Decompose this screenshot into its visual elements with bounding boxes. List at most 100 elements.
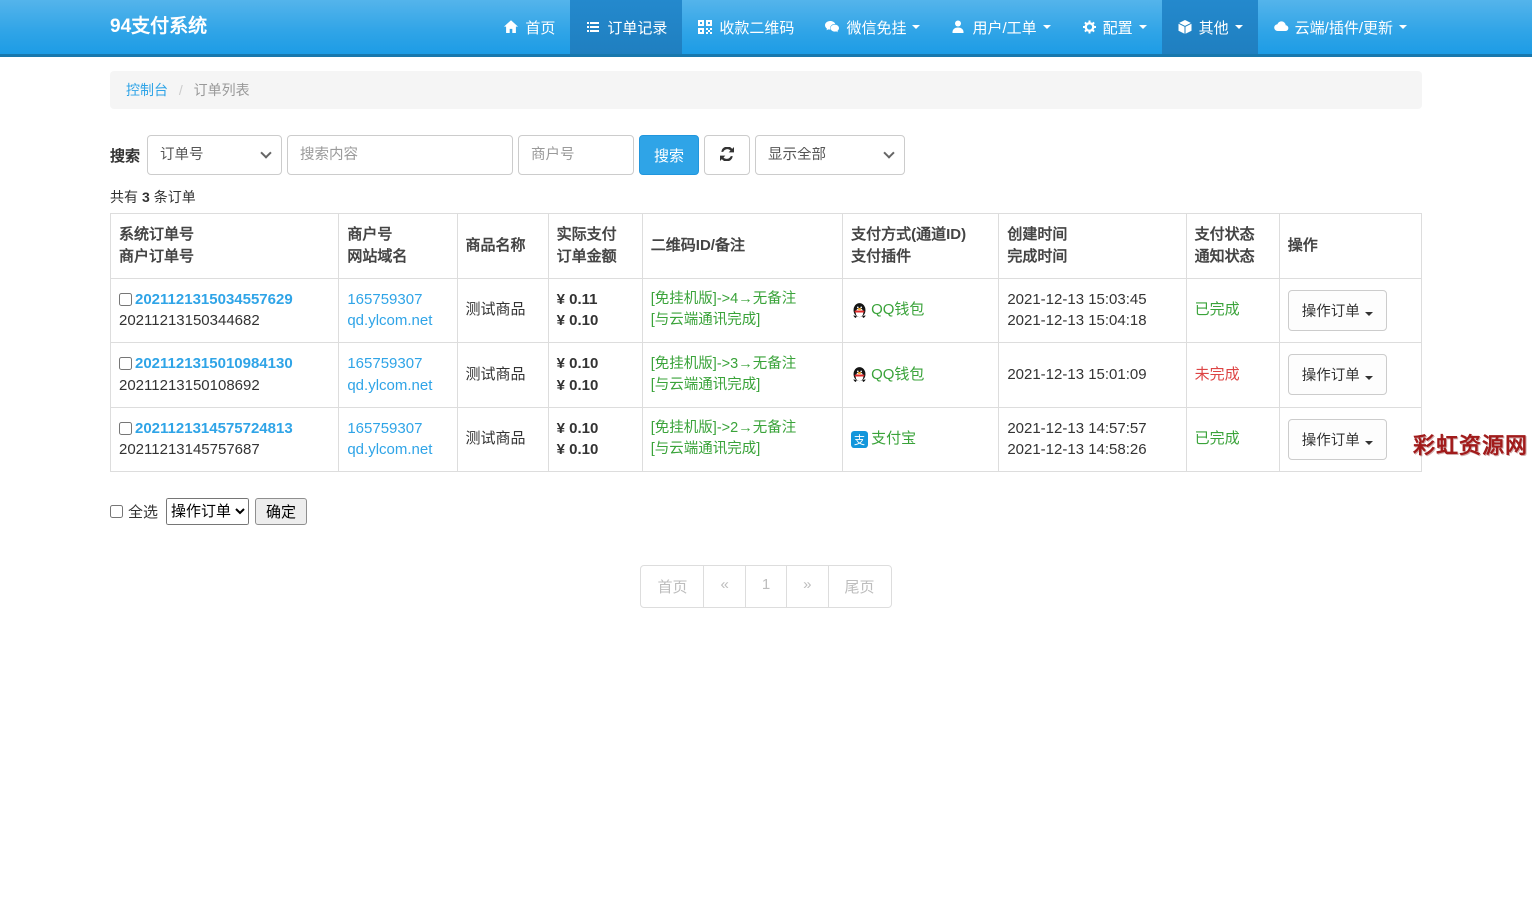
refresh-button[interactable] — [704, 135, 751, 175]
order-count-summary: 共有 3 条订单 — [110, 189, 196, 205]
nav-item-order-records[interactable]: 订单记录 — [570, 0, 683, 54]
pagination-prev[interactable]: « — [703, 565, 746, 608]
chevron-down-icon — [1138, 25, 1147, 29]
merchant-id-input[interactable] — [518, 135, 635, 175]
chevron-down-icon — [1364, 440, 1373, 445]
alipay-icon: 支 — [851, 430, 869, 448]
bulk-action-select[interactable]: 操作订单 — [166, 498, 250, 525]
search-input[interactable] — [287, 135, 514, 175]
merchant-id-link[interactable]: 165759307 — [347, 290, 423, 308]
nav-label: 微信免挂 — [846, 19, 907, 37]
order-amount: ¥ 0.10 — [556, 441, 599, 459]
bulk-action-bar: 全选 操作订单 确定 — [110, 498, 1422, 525]
top-navbar: 94支付系统 首页 订单记录 收款二维码 微信免挂 用户/工单 配置 — [0, 0, 1532, 57]
site-domain-link[interactable]: qd.ylcom.net — [347, 312, 433, 330]
pagination-next[interactable]: » — [786, 565, 829, 608]
product-name: 测试商品 — [465, 430, 526, 448]
col-product: 商品名称 — [456, 213, 549, 279]
system-order-link[interactable]: 2021121314575724813 — [135, 419, 293, 437]
qq-wallet-icon — [851, 366, 868, 383]
order-action-button[interactable]: 操作订单 — [1287, 418, 1387, 460]
breadcrumb-console-link[interactable]: 控制台 — [126, 82, 168, 98]
status-badge: 未完成 — [1194, 365, 1240, 383]
nav-label: 云端/插件/更新 — [1294, 19, 1393, 37]
nav-item-cloud-plugin-update[interactable]: 云端/插件/更新 — [1258, 0, 1422, 54]
select-all-checkbox[interactable] — [110, 505, 123, 518]
confirm-button[interactable]: 确定 — [255, 498, 308, 525]
home-icon — [503, 19, 519, 35]
system-order-link[interactable]: 2021121315010984130 — [135, 355, 293, 372]
order-action-button[interactable]: 操作订单 — [1287, 354, 1387, 396]
qrcode-remark: [免挂机版]->4→无备注 — [650, 291, 797, 308]
site-domain-link[interactable]: qd.ylcom.net — [347, 376, 433, 394]
col-qrcode-remark: 二维码ID/备注 — [641, 213, 844, 279]
breadcrumb-separator: / — [178, 82, 183, 98]
search-label: 搜索 — [110, 147, 141, 165]
brand-title[interactable]: 94支付系统 — [110, 16, 208, 37]
nav-item-wechat[interactable]: 微信免挂 — [809, 0, 935, 54]
svg-text:支: 支 — [854, 434, 865, 447]
table-row: 2021121314575724813 20211213145757687 165… — [109, 406, 1423, 472]
completed-time: 2021-12-13 14:58:26 — [1007, 441, 1147, 459]
paid-amount: ¥ 0.10 — [556, 355, 599, 372]
chevron-down-icon — [1364, 376, 1373, 381]
created-time: 2021-12-13 14:57:57 — [1007, 419, 1147, 437]
qrcode-icon — [697, 19, 713, 35]
gear-icon — [1081, 19, 1097, 35]
wechat-icon — [824, 19, 840, 35]
cloud-icon — [1273, 19, 1289, 35]
nav-item-users-tickets[interactable]: 用户/工单 — [935, 0, 1065, 54]
refresh-icon — [720, 146, 735, 164]
col-action: 操作 — [1278, 213, 1423, 279]
status-badge: 已完成 — [1194, 430, 1240, 448]
row-checkbox[interactable] — [119, 292, 132, 306]
completed-time: 2021-12-13 15:04:18 — [1007, 312, 1147, 330]
table-row: 2021121315034557629 20211213150344682 165… — [109, 277, 1423, 343]
qq-wallet-icon — [851, 302, 868, 319]
merchant-order-number: 20211213150108692 — [119, 376, 260, 394]
qrcode-remark: [免挂机版]->2→无备注 — [650, 420, 797, 437]
user-icon — [950, 19, 966, 35]
nav-label: 收款二维码 — [719, 19, 795, 37]
created-time: 2021-12-13 15:01:09 — [1007, 365, 1147, 383]
nav-label: 订单记录 — [607, 19, 668, 37]
system-order-link[interactable]: 2021121315034557629 — [135, 290, 293, 308]
nav-item-other[interactable]: 其他 — [1161, 0, 1258, 54]
nav-label: 配置 — [1102, 19, 1133, 37]
created-time: 2021-12-13 15:03:45 — [1007, 290, 1147, 308]
merchant-id-link[interactable]: 165759307 — [347, 355, 423, 372]
pagination-last[interactable]: 尾页 — [827, 565, 892, 608]
order-action-button[interactable]: 操作订单 — [1287, 289, 1387, 331]
col-pay-method: 支付方式(通道ID) 支付插件 — [842, 213, 1000, 279]
site-domain-link[interactable]: qd.ylcom.net — [347, 441, 433, 459]
nav-item-qrcode[interactable]: 收款二维码 — [682, 0, 809, 54]
row-checkbox[interactable] — [119, 357, 132, 370]
rainbow-resource-watermark: 彩虹资源网 — [1412, 433, 1528, 458]
chevron-down-icon — [1042, 25, 1051, 29]
nav-label: 其他 — [1198, 19, 1229, 37]
row-checkbox[interactable] — [119, 421, 132, 435]
cloud-sync-note: [与云端通讯完成] — [650, 312, 761, 329]
pagination-first[interactable]: 首页 — [640, 565, 705, 608]
pagination-page-1[interactable]: 1 — [744, 565, 788, 608]
col-status: 支付状态 通知状态 — [1185, 213, 1280, 279]
merchant-id-link[interactable]: 165759307 — [347, 419, 423, 437]
nav-item-config[interactable]: 配置 — [1066, 0, 1162, 54]
pay-method-label: QQ钱包 — [871, 365, 925, 383]
nav-item-home[interactable]: 首页 — [488, 0, 570, 54]
chevron-down-icon — [912, 25, 921, 29]
list-icon — [585, 19, 601, 35]
search-type-select[interactable]: 订单号 — [147, 135, 283, 175]
status-filter-select[interactable]: 显示全部 — [755, 135, 906, 175]
merchant-order-number: 20211213145757687 — [119, 441, 260, 459]
qrcode-remark: [免挂机版]->3→无备注 — [650, 355, 797, 372]
col-order-numbers: 系统订单号 商户订单号 — [109, 213, 340, 279]
order-count: 3 — [142, 189, 150, 205]
pay-method-label: 支付宝 — [871, 430, 917, 448]
search-button[interactable]: 搜索 — [639, 135, 700, 175]
breadcrumb-current: 订单列表 — [193, 82, 250, 98]
cloud-sync-note: [与云端通讯完成] — [650, 441, 761, 458]
paid-amount: ¥ 0.11 — [556, 290, 598, 308]
col-merchant: 商户号 网站域名 — [338, 213, 458, 279]
cloud-sync-note: [与云端通讯完成] — [650, 376, 761, 393]
